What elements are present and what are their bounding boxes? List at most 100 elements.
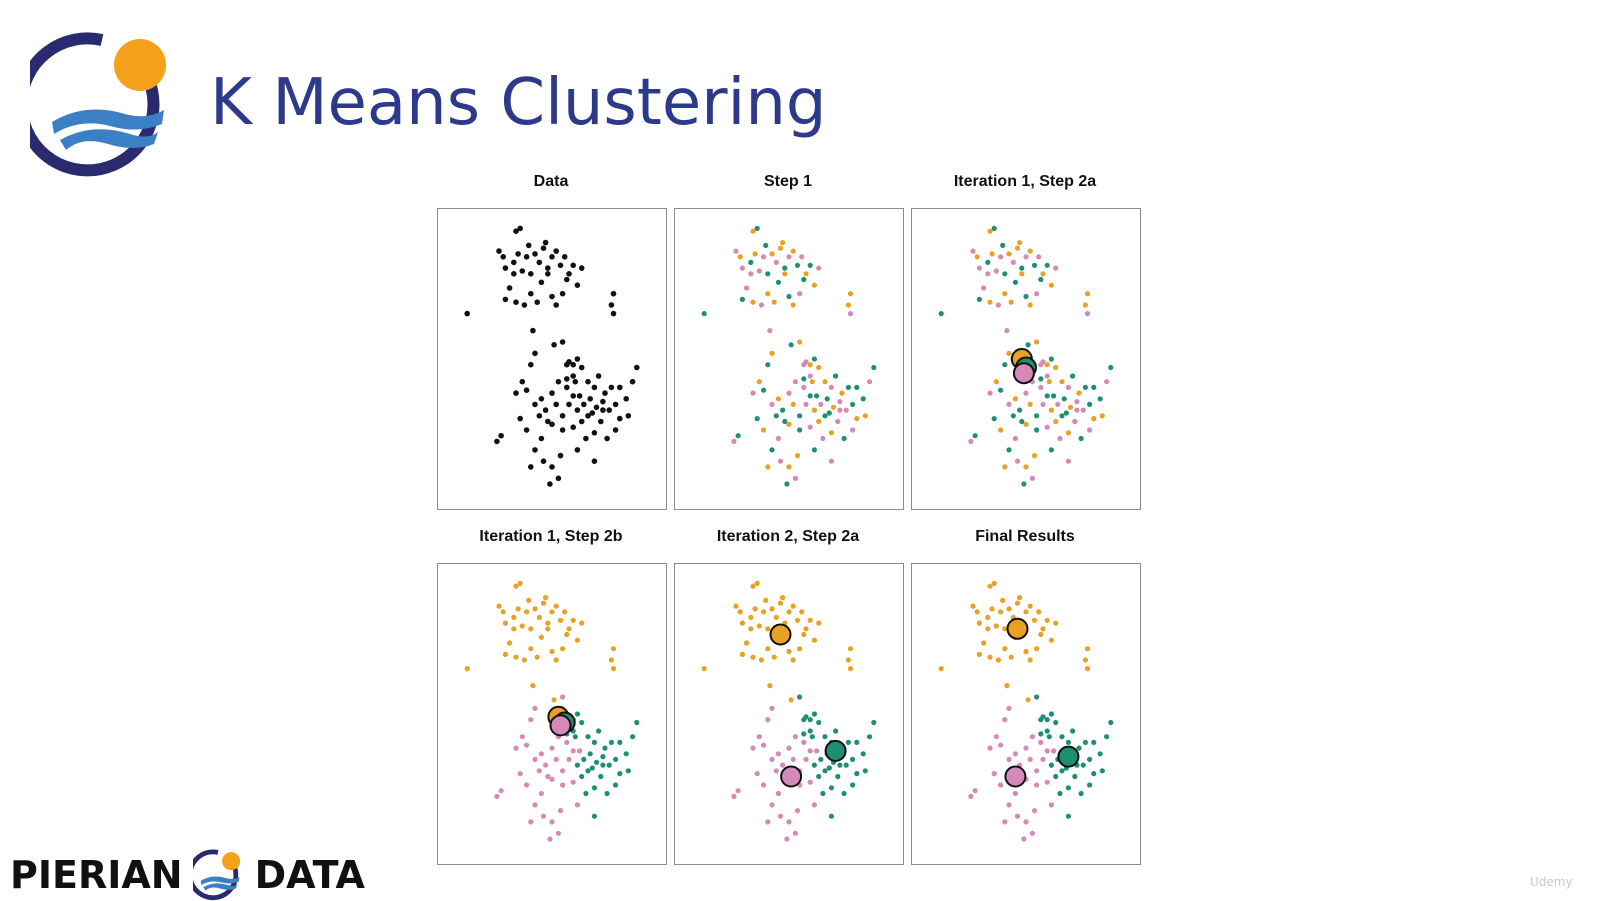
data-point — [1006, 350, 1012, 356]
data-point — [1031, 617, 1038, 623]
pierian-logo-icon — [30, 32, 166, 177]
data-point — [987, 745, 993, 751]
scatter-panel-5 — [674, 563, 904, 865]
scatter-plot-1 — [464, 225, 640, 487]
data-point — [816, 773, 822, 780]
data-point — [564, 361, 570, 368]
data-point — [574, 447, 581, 453]
data-point — [841, 790, 847, 797]
data-point — [998, 782, 1004, 788]
data-point — [867, 379, 873, 385]
data-point — [540, 813, 547, 819]
data-point — [1051, 393, 1057, 399]
data-point — [771, 654, 777, 660]
data-point — [786, 745, 792, 751]
data-point — [549, 421, 555, 428]
data-point — [735, 433, 741, 439]
data-point — [511, 626, 517, 632]
data-point — [735, 788, 741, 794]
data-point — [777, 245, 784, 251]
data-point — [976, 265, 982, 271]
data-point — [579, 719, 585, 726]
data-point — [1006, 756, 1012, 762]
data-point — [1031, 453, 1038, 459]
data-point — [1084, 311, 1091, 317]
centroid-orange — [1006, 617, 1029, 640]
data-point — [701, 311, 707, 317]
data-point — [794, 453, 801, 459]
data-point — [502, 265, 509, 271]
data-point — [517, 580, 523, 586]
data-point — [790, 401, 796, 407]
data-point — [574, 356, 581, 362]
data-point — [797, 291, 803, 297]
data-point — [545, 418, 551, 425]
data-point — [1034, 768, 1040, 774]
data-point — [807, 262, 813, 268]
data-point — [786, 293, 792, 300]
data-point — [1048, 356, 1054, 362]
data-point — [976, 620, 982, 626]
data-point — [1048, 447, 1054, 453]
data-point — [837, 762, 843, 768]
data-point — [542, 239, 549, 246]
data-point — [521, 302, 528, 308]
data-point — [1048, 637, 1054, 643]
data-point — [1099, 413, 1105, 419]
data-point — [1065, 458, 1071, 464]
data-point — [822, 379, 828, 385]
data-point — [1059, 379, 1065, 385]
data-point — [1029, 475, 1035, 481]
data-point — [583, 790, 589, 797]
data-point — [530, 683, 536, 689]
data-point — [807, 779, 813, 785]
data-point — [797, 427, 803, 433]
data-point — [538, 396, 545, 402]
data-point — [578, 418, 585, 425]
data-point — [1044, 373, 1050, 379]
data-point — [826, 410, 832, 416]
scatter-panel-4 — [437, 563, 667, 865]
data-point — [1002, 646, 1008, 652]
data-point — [494, 438, 500, 445]
data-point — [767, 683, 773, 689]
data-point — [513, 390, 519, 396]
data-point — [587, 396, 593, 402]
data-point — [780, 595, 786, 601]
data-point — [765, 819, 771, 825]
data-point — [786, 464, 792, 470]
data-point — [1053, 620, 1059, 626]
data-point — [1038, 739, 1044, 745]
data-point — [517, 415, 523, 422]
udemy-watermark: Udemy — [1530, 875, 1573, 889]
data-point — [938, 311, 944, 317]
data-point — [595, 373, 602, 379]
data-point — [610, 666, 617, 672]
data-point — [596, 728, 602, 734]
data-point — [579, 620, 585, 626]
data-point — [547, 481, 553, 487]
data-point — [1055, 401, 1061, 407]
data-point — [577, 748, 583, 754]
data-point — [545, 265, 551, 271]
data-point — [811, 282, 817, 288]
data-point — [1070, 728, 1076, 734]
data-point — [748, 271, 754, 277]
data-point — [549, 776, 555, 782]
data-point — [549, 390, 555, 396]
data-point — [750, 654, 756, 660]
data-point — [583, 435, 589, 442]
data-point — [1108, 364, 1114, 371]
data-point — [773, 614, 779, 620]
data-point — [517, 225, 523, 232]
data-point — [1091, 384, 1097, 390]
data-point — [1019, 271, 1025, 277]
data-point — [998, 742, 1004, 748]
data-point — [792, 379, 798, 385]
data-point — [1023, 254, 1029, 260]
data-point — [803, 401, 809, 407]
data-point — [1023, 609, 1029, 615]
data-point — [570, 748, 576, 754]
data-point — [598, 418, 604, 425]
data-point — [1084, 646, 1091, 652]
